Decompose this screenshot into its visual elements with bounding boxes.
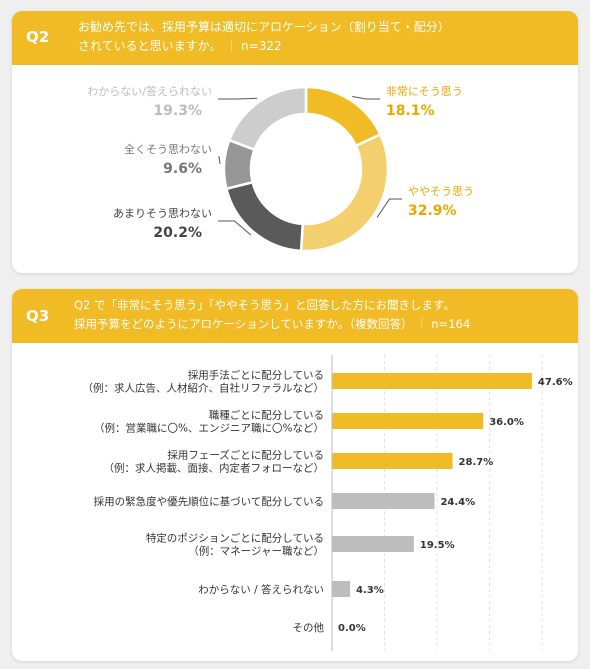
bar-label-1-0: 職種ごとに配分している (209, 409, 324, 422)
donut-label-3: 全くそう思わない (124, 142, 212, 156)
q2-question-line1: お勧め先では、採用予算は適切にアロケーション（割り当て・配分） (78, 20, 450, 34)
donut-label-2: あまりそう思わない (113, 207, 212, 220)
bar-5 (332, 581, 351, 597)
bar-label-0-0: 採用手法ごとに配分している (188, 369, 324, 382)
bar-label-2-1: （例：求人掲載、面接、内定者フォローなど） (104, 462, 325, 475)
q3-header: Q3 Q2 で「非常にそう思う」「ややそう思う」と回答した方にお聞きします。 採… (12, 289, 578, 343)
q3-question-line1: Q2 で「非常にそう思う」「ややそう思う」と回答した方にお聞きします。 (74, 298, 455, 312)
q3-question: Q2 で「非常にそう思う」「ややそう思う」と回答した方にお聞きします。 採用予算… (74, 298, 471, 331)
donut-value-1: 32.9% (408, 203, 457, 219)
q3-number: Q3 (26, 307, 50, 325)
bar-1 (332, 413, 484, 429)
q3-question-line2: 採用予算をどのようにアロケーションしていますか。（複数回答） (74, 317, 413, 331)
bar-label-4-1: （例：マネージャー職など） (188, 545, 324, 558)
donut-value-4: 19.3% (153, 103, 202, 119)
donut-leader-0 (352, 96, 380, 100)
bar-value-1: 36.0% (489, 417, 524, 428)
bar-3 (332, 493, 435, 509)
bar-label-4-0: 特定のポジションごとに配分している (146, 532, 324, 545)
bar-value-6: 0.0% (338, 623, 366, 634)
bar-value-0: 47.6% (538, 377, 573, 388)
bar-value-3: 24.4% (440, 497, 475, 508)
q2-sample-size: n=322 (241, 39, 282, 53)
donut-slice-0 (304, 85, 383, 148)
q3-card: Q3 Q2 で「非常にそう思う」「ややそう思う」と回答した方にお聞きします。 採… (12, 289, 578, 661)
bar-value-5: 4.3% (356, 585, 384, 596)
q2-question: お勧め先では、採用予算は適切にアロケーション（割り当て・配分） されていると思い… (78, 20, 450, 53)
bar-label-2-0: 採用フェーズごとに配分している (167, 449, 324, 462)
donut-chart: 非常にそう思う 18.1% ややそう思う 32.9% あまりそう思わない 20.2% 全くそ… (87, 84, 474, 253)
q2-number: Q2 (26, 28, 50, 46)
bar-chart: 47.6% 採用手法ごとに配分している（例：求人広告、人材紹介、自社リファラルなど… (83, 355, 573, 651)
bar-0 (332, 373, 532, 389)
bar-value-2: 28.7% (459, 457, 494, 468)
q2-card: Q2 お勧め先では、採用予算は適切にアロケーション（割り当て・配分） されている… (12, 11, 578, 273)
donut-label-4: わからない/答えられない (87, 84, 212, 98)
donut-value-3: 9.6% (163, 161, 202, 177)
donut-label-1: ややそう思う (408, 185, 474, 198)
donut-slice-1 (299, 132, 390, 253)
bar-label-6-0: その他 (293, 621, 325, 634)
donut-leader-2 (218, 220, 252, 236)
donut-slice-2 (224, 180, 305, 253)
donut-leader-1 (376, 198, 402, 218)
donut-leader-3 (218, 156, 221, 165)
donut-slice-4 (227, 85, 308, 152)
bar-label-5-0: わからない / 答えられない (198, 583, 324, 596)
bar-value-4: 19.5% (420, 540, 455, 551)
donut-label-0: 非常にそう思う (386, 85, 463, 98)
donut-value-0: 18.1% (386, 103, 435, 119)
donut-leader-4 (218, 97, 258, 100)
bar-2 (332, 453, 453, 469)
bar-label-1-1: （例：営業職に〇%、エンジニア職に〇%など） (94, 422, 324, 435)
q2-header: Q2 お勧め先では、採用予算は適切にアロケーション（割り当て・配分） されている… (12, 11, 578, 65)
bar-label-0-1: （例：求人広告、人材紹介、自社リファラルなど） (83, 382, 325, 395)
bar-label-3-0: 採用の緊急度や優先順位に基づいて配分している (94, 495, 324, 508)
donut-value-2: 20.2% (153, 225, 202, 241)
q2-question-line2: されていると思いますか。 (78, 39, 222, 53)
bar-4 (332, 536, 414, 552)
q3-sample-size: n=164 (431, 317, 471, 331)
